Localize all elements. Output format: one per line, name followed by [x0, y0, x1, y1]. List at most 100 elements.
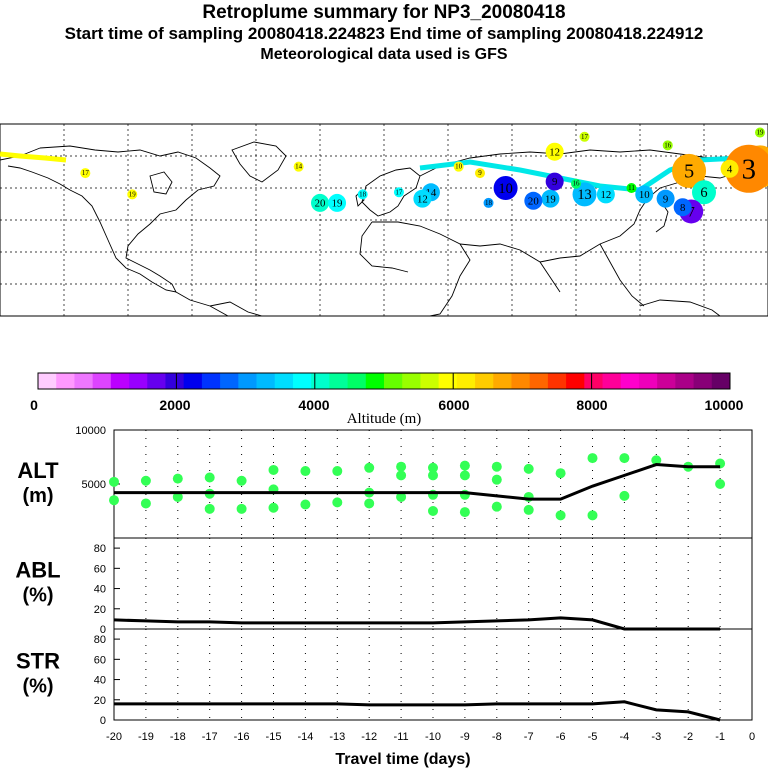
plume-marker: 20	[311, 193, 329, 212]
alt-dot	[428, 506, 438, 516]
marker-label: 14	[295, 163, 303, 171]
marker-circle	[493, 176, 518, 200]
marker-label: 12	[417, 193, 428, 205]
x-tick-label: -3	[651, 731, 661, 743]
colorbar-swatch	[38, 373, 57, 389]
altitude-colorbar: 0 2000 4000 6000 8000 10000 Altitude (m)	[30, 372, 744, 427]
plume-marker: 19	[127, 189, 138, 200]
plume-marker: 9	[475, 168, 485, 179]
marker-circle	[127, 189, 138, 200]
panel-alt: ALT(m) 5000 10000	[17, 425, 753, 539]
alt-dot	[459, 460, 470, 471]
met-data-note: Meteorological data used is GFS	[260, 46, 508, 63]
plume-markers: 1234567891011121316192010918141217182019…	[80, 127, 768, 224]
marker-label: 17	[82, 169, 90, 177]
marker-circle	[673, 198, 692, 217]
x-tick-label: -17	[202, 731, 218, 743]
alt-dot	[364, 498, 375, 509]
marker-circle	[571, 178, 581, 189]
marker-label: 9	[478, 169, 482, 177]
marker-label: 19	[332, 198, 343, 210]
plume-marker: 11	[626, 183, 637, 193]
marker-label: 19	[545, 193, 556, 205]
colorbar-swatch	[638, 373, 658, 389]
colorbar-swatch	[56, 373, 75, 389]
west-track	[0, 151, 67, 163]
plume-marker: 9	[656, 189, 675, 208]
colorbar-swatch	[165, 373, 185, 389]
marker-label: 18	[359, 190, 367, 198]
marker-label: 14	[426, 187, 437, 199]
sampling-times: Start time of sampling 20080418.224823 E…	[64, 24, 704, 43]
alt-dot	[364, 462, 375, 473]
alt-dot	[332, 466, 343, 477]
alt-dot	[396, 470, 407, 481]
alt-dot	[204, 503, 215, 514]
x-tick-label: 0	[749, 731, 755, 743]
x-tick-label: -20	[106, 731, 122, 743]
y-tick-label: 40	[94, 584, 106, 596]
alt-dot	[555, 510, 566, 521]
colorbar-swatch	[456, 373, 476, 389]
alt-dot	[140, 475, 151, 486]
marker-label: 18	[485, 199, 493, 207]
plume-marker: 10	[493, 176, 518, 200]
alt-dot	[396, 461, 407, 472]
colorbar-swatch	[329, 373, 348, 389]
marker-circle	[524, 191, 543, 210]
alt-dot	[491, 474, 502, 485]
x-tick-label: -14	[297, 731, 313, 743]
marker-label: 9	[552, 176, 557, 188]
alt-dot	[428, 470, 438, 481]
panel-ylabel: STR	[16, 649, 60, 674]
plume-marker: 12	[545, 142, 564, 161]
chart-title: Retroplume summary for NP3_20080418	[202, 2, 566, 23]
marker-circle	[311, 193, 329, 212]
plume-marker: 10	[453, 161, 464, 172]
colorbar-swatch	[657, 373, 676, 389]
alt-dot	[715, 479, 726, 489]
alt-dot	[300, 466, 311, 477]
marker-circle	[572, 182, 597, 207]
marker-circle	[541, 189, 560, 208]
plume-marker: 20	[524, 191, 543, 210]
colorbar-swatch	[402, 373, 421, 389]
panel-frame	[113, 628, 753, 721]
alt-dot	[619, 453, 630, 464]
colorbar-swatch	[693, 373, 713, 389]
world-map: 1234567891011121316192010918141217182019…	[0, 123, 768, 317]
marker-circle	[692, 180, 716, 205]
marker-label: 16	[664, 141, 672, 149]
plume-marker: 3	[724, 144, 768, 193]
x-tick-label: -19	[138, 731, 154, 743]
x-tick-label: -8	[492, 731, 502, 743]
alt-dot	[268, 464, 279, 475]
colorbar-tick-label: 8000	[576, 397, 607, 413]
marker-circle	[635, 185, 654, 204]
colorbar-swatch	[529, 373, 549, 389]
panel-abl: ABL(%) 0 20 40 60 80	[15, 537, 753, 636]
x-tick-label: -16	[234, 731, 250, 743]
alt-dot	[204, 472, 215, 483]
marker-circle	[393, 187, 404, 198]
colorbar-swatch	[566, 373, 585, 389]
alt-dot	[109, 495, 119, 506]
colorbar-swatch	[92, 373, 112, 389]
colorbar-swatch	[384, 373, 403, 389]
y-tick-label: 20	[94, 695, 106, 707]
x-tick-label: -4	[620, 731, 630, 743]
marker-circle	[656, 189, 675, 208]
marker-label: 20	[315, 198, 326, 210]
marker-circle	[293, 161, 304, 172]
alt-dot	[140, 498, 151, 509]
panel-ylabel: (%)	[22, 676, 53, 698]
colorbar-swatch	[711, 373, 731, 389]
marker-label: 4	[727, 163, 733, 175]
marker-label: 17	[395, 188, 403, 196]
str-line	[114, 700, 721, 722]
colorbar-swatch	[129, 373, 148, 389]
colorbar-swatch	[675, 373, 694, 389]
panel-frame	[113, 537, 753, 630]
plume-marker: 12	[413, 189, 432, 208]
